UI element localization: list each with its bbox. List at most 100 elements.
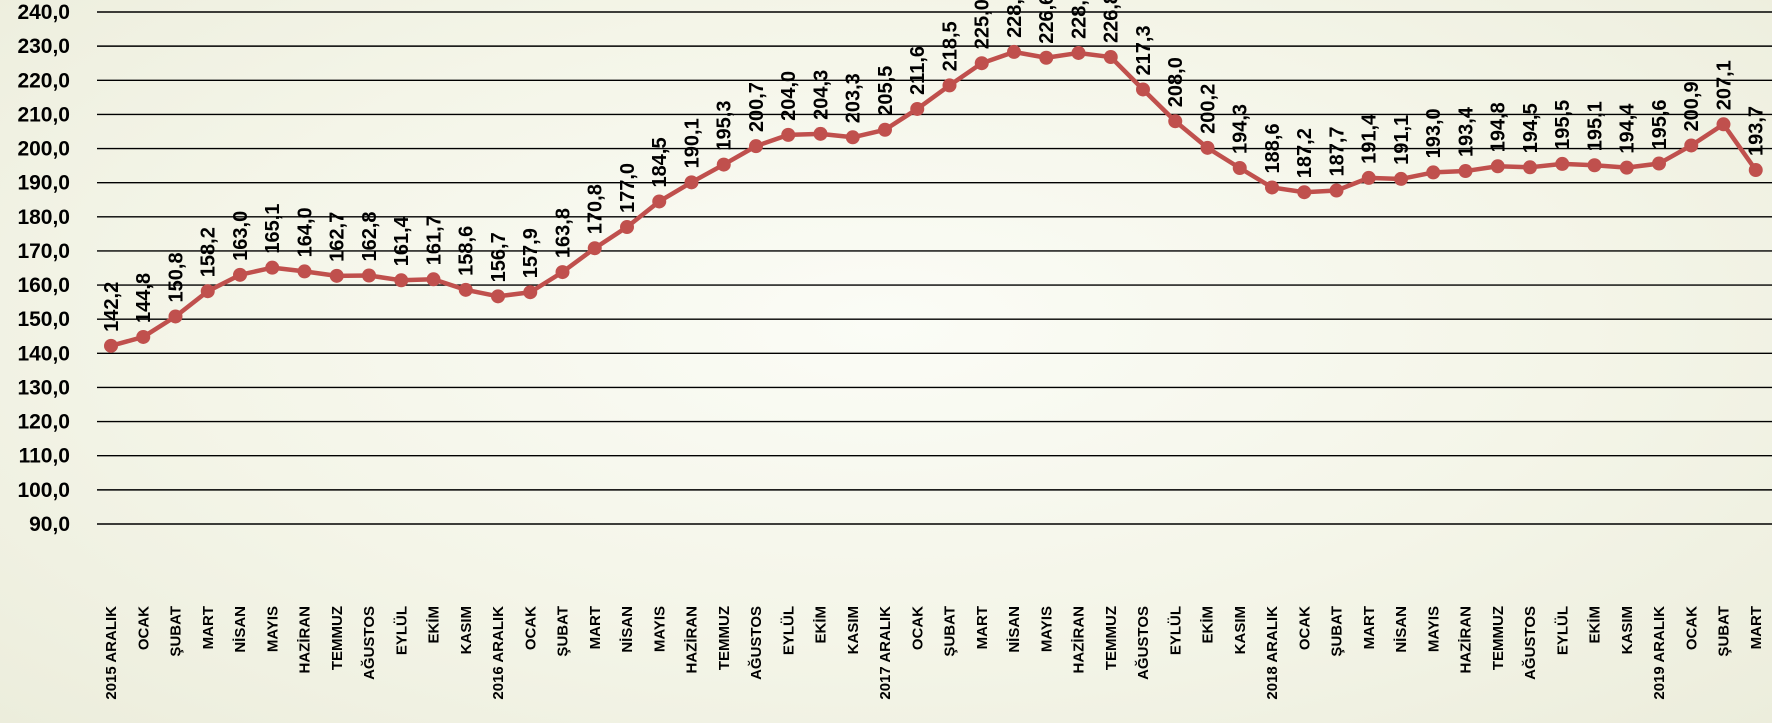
x-tick-label: MART bbox=[1361, 606, 1378, 649]
data-label: 150,8 bbox=[166, 252, 188, 302]
y-tick-label: 100,0 bbox=[17, 479, 70, 502]
data-point bbox=[910, 101, 925, 116]
data-point bbox=[1652, 156, 1666, 171]
y-tick-label: 230,0 bbox=[17, 35, 70, 58]
data-label: 193,7 bbox=[1746, 106, 1768, 156]
data-label: 226,6 bbox=[1036, 0, 1058, 44]
data-label: 204,3 bbox=[811, 70, 833, 120]
y-tick-label: 120,0 bbox=[17, 411, 70, 434]
data-point bbox=[1394, 171, 1408, 186]
x-tick-label: MART bbox=[200, 606, 217, 649]
data-label: 195,5 bbox=[1552, 100, 1574, 150]
x-tick-label: TEMMUZ bbox=[1103, 606, 1120, 670]
data-label: 165,1 bbox=[262, 204, 284, 254]
data-label: 194,4 bbox=[1617, 103, 1639, 154]
x-tick-label: MART bbox=[1748, 606, 1765, 649]
data-point bbox=[1748, 163, 1763, 178]
x-tick-label: HAZİRAN bbox=[297, 606, 314, 674]
x-tick-label: HAZİRAN bbox=[684, 606, 701, 674]
y-tick-label: 110,0 bbox=[19, 445, 70, 468]
data-point bbox=[233, 267, 247, 282]
data-label: 190,1 bbox=[682, 118, 704, 168]
x-tick-label: EKİM bbox=[426, 606, 443, 644]
x-tick-label: ŞUBAT bbox=[942, 606, 959, 657]
data-label: 157,9 bbox=[520, 228, 542, 278]
x-tick-label: KASIM bbox=[845, 606, 862, 654]
data-label: 158,2 bbox=[198, 227, 220, 277]
data-label: 211,6 bbox=[907, 46, 929, 95]
y-tick-label: 190,0 bbox=[17, 172, 70, 195]
data-label: 163,0 bbox=[230, 211, 252, 261]
x-tick-label: ŞUBAT bbox=[1716, 606, 1733, 657]
data-label: 195,6 bbox=[1649, 99, 1671, 149]
data-label: 188,6 bbox=[1262, 123, 1284, 173]
data-label: 200,7 bbox=[746, 82, 768, 132]
x-tick-label: 2016 ARALIK bbox=[490, 606, 507, 700]
x-tick-label: EYLÜL bbox=[1554, 606, 1571, 655]
data-label: 228,3 bbox=[1004, 0, 1026, 38]
data-label: 163,8 bbox=[553, 208, 575, 258]
y-tick-label: 160,0 bbox=[17, 274, 70, 297]
x-tick-label: 2019 ARALIK bbox=[1651, 606, 1668, 700]
data-label: 204,0 bbox=[778, 71, 800, 121]
data-label: 194,5 bbox=[1520, 103, 1542, 153]
data-point bbox=[394, 273, 409, 288]
data-point bbox=[781, 127, 796, 142]
x-tick-label: OCAK bbox=[1683, 606, 1700, 650]
data-point bbox=[716, 157, 731, 172]
x-tick-label: HAZİRAN bbox=[1458, 606, 1475, 674]
y-axis-ticks: 90,0 100,0 110,0 120,0 130,0 140,0 150,0 160,0 1… bbox=[17, 1, 70, 536]
data-label: 203,3 bbox=[843, 73, 865, 123]
data-point bbox=[974, 56, 989, 71]
data-labels: 142,2 144,8 150,8 158,2 163,0 165,1 164,0 162,7… bbox=[101, 0, 1768, 332]
x-tick-label: TEMMUZ bbox=[716, 606, 733, 670]
x-tick-label: EKİM bbox=[813, 606, 830, 644]
data-label: 194,3 bbox=[1230, 104, 1252, 154]
data-point bbox=[1200, 140, 1215, 155]
data-point bbox=[1103, 50, 1118, 65]
data-label: 200,9 bbox=[1681, 81, 1703, 131]
data-point bbox=[200, 284, 215, 299]
data-point bbox=[458, 282, 473, 297]
data-label: 187,2 bbox=[1294, 128, 1316, 178]
data-point bbox=[1523, 160, 1537, 175]
data-point bbox=[1587, 158, 1602, 173]
x-tick-label: OCAK bbox=[1296, 606, 1313, 650]
data-label: 195,3 bbox=[714, 101, 736, 151]
x-axis-ticks: 2015 ARALIK OCAK ŞUBAT MART NİSAN MAYIS HAZİRA… bbox=[103, 606, 1765, 700]
data-point bbox=[1619, 160, 1634, 175]
data-label: 144,8 bbox=[133, 273, 155, 323]
data-point bbox=[136, 329, 151, 344]
x-tick-label: MART bbox=[974, 606, 991, 649]
data-label: 158,6 bbox=[456, 226, 478, 276]
data-label: 142,2 bbox=[101, 282, 123, 332]
x-tick-label: EYLÜL bbox=[780, 606, 797, 655]
x-tick-label: TEMMUZ bbox=[329, 606, 346, 670]
y-tick-label: 220,0 bbox=[17, 69, 70, 92]
data-label: 228,0 bbox=[1069, 0, 1091, 39]
x-tick-label: AĞUSTOS bbox=[1134, 606, 1152, 680]
x-tick-label: OCAK bbox=[909, 606, 926, 650]
data-label: 218,5 bbox=[940, 21, 962, 71]
x-tick-label: 2018 ARALIK bbox=[1264, 606, 1281, 700]
data-point bbox=[684, 175, 699, 190]
data-label: 177,0 bbox=[617, 163, 639, 213]
data-label: 195,1 bbox=[1585, 101, 1607, 151]
data-label: 191,4 bbox=[1359, 113, 1381, 164]
data-label: 187,7 bbox=[1327, 126, 1349, 176]
series-line bbox=[110, 49, 1758, 348]
data-point bbox=[1136, 82, 1150, 97]
data-point bbox=[620, 220, 634, 235]
x-tick-label: ŞUBAT bbox=[168, 606, 185, 657]
data-point bbox=[329, 268, 344, 283]
data-label: 193,4 bbox=[1456, 106, 1478, 157]
data-point bbox=[555, 265, 570, 280]
data-label: 217,3 bbox=[1133, 25, 1155, 75]
data-point bbox=[104, 338, 118, 353]
data-point bbox=[1458, 164, 1473, 179]
x-tick-label: NİSAN bbox=[619, 606, 636, 653]
data-label: 207,1 bbox=[1714, 60, 1736, 110]
y-tick-label: 210,0 bbox=[17, 103, 70, 126]
x-tick-label: NİSAN bbox=[1393, 606, 1410, 653]
data-point bbox=[878, 122, 892, 137]
